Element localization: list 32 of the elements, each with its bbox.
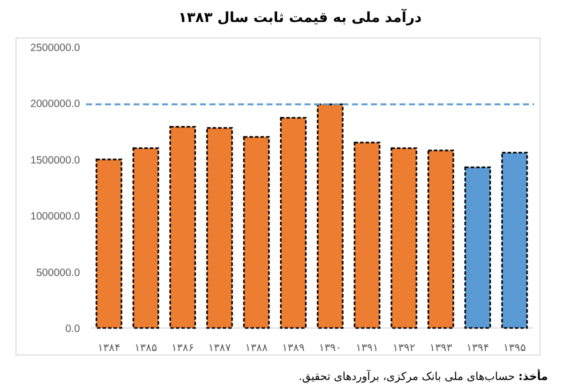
x-tick-label: ۱۳۸۶	[171, 342, 194, 354]
bar	[390, 147, 418, 329]
bar	[428, 150, 454, 329]
y-tick-label: 0.0	[65, 323, 80, 335]
x-tick-label: ۱۳۹۰	[318, 342, 342, 354]
bar	[354, 142, 380, 329]
bar	[316, 104, 344, 329]
x-tick-label: ۱۳۹۲	[392, 342, 416, 354]
bar	[501, 152, 528, 329]
y-tick-label: 2500000.0	[30, 42, 80, 54]
x-tick-label: ۱۳۸۸	[245, 342, 268, 354]
x-tick-label: ۱۳۸۹	[282, 342, 305, 354]
x-tick-label: ۱۳۹۵	[503, 342, 526, 354]
bar	[206, 127, 233, 329]
bar	[132, 147, 160, 329]
y-tick-label: 2000000.0	[30, 98, 80, 110]
chart-title: درآمد ملی به قیمت ثابت سال ۱۳۸۳	[178, 8, 422, 26]
y-tick-label: 500000.0	[36, 266, 80, 279]
x-tick-label: ۱۳۹۴	[466, 342, 489, 354]
bar	[280, 117, 307, 329]
bar	[169, 126, 196, 329]
x-tick-label: ۱۳۸۵	[134, 342, 158, 354]
bar	[243, 136, 270, 329]
y-tick-label: 1500000.0	[30, 154, 80, 166]
x-tick-label: ۱۳۹۳	[430, 342, 452, 354]
bar	[96, 158, 122, 329]
x-tick-label: ۱۳۸۴	[98, 342, 120, 354]
x-tick-label: ۱۳۹۱	[356, 342, 378, 354]
y-tick-label: 1000000.0	[30, 210, 80, 223]
text: مأخذ: حساب‌های ملی بانک مرکزی، برآوردهای تحقیق.	[298, 369, 548, 383]
x-tick-label: ۱۳۸۷	[208, 342, 232, 354]
bar	[464, 166, 491, 329]
